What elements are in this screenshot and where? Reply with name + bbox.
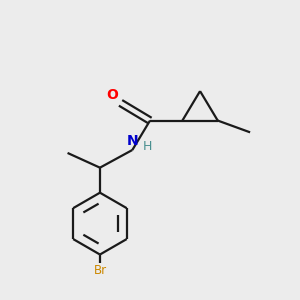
Text: O: O <box>106 88 118 102</box>
Text: H: H <box>143 140 152 153</box>
Text: N: N <box>127 134 138 148</box>
Text: Br: Br <box>93 264 106 277</box>
